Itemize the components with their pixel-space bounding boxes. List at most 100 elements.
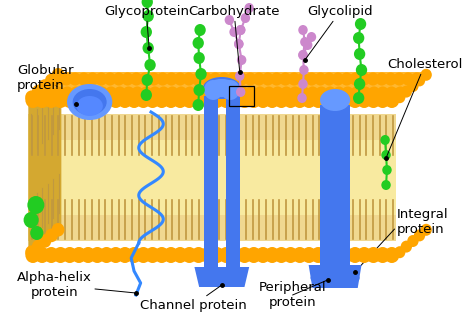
Circle shape [407, 80, 419, 92]
Circle shape [99, 92, 114, 108]
Circle shape [80, 92, 96, 108]
Circle shape [380, 135, 390, 145]
Circle shape [283, 247, 298, 263]
Circle shape [274, 247, 289, 263]
Circle shape [210, 247, 225, 263]
Circle shape [236, 25, 245, 35]
Circle shape [193, 37, 204, 49]
Circle shape [307, 86, 319, 100]
Polygon shape [204, 96, 218, 267]
Circle shape [375, 247, 390, 263]
Bar [229, 86, 254, 106]
Circle shape [393, 73, 405, 86]
Circle shape [61, 86, 73, 100]
Circle shape [246, 247, 262, 263]
Circle shape [200, 247, 215, 263]
Ellipse shape [67, 84, 112, 120]
Circle shape [272, 86, 284, 100]
Circle shape [262, 73, 274, 86]
Circle shape [99, 247, 114, 263]
Circle shape [401, 241, 412, 253]
Polygon shape [194, 267, 249, 287]
Circle shape [298, 50, 308, 60]
Circle shape [79, 86, 91, 100]
Polygon shape [320, 105, 350, 265]
Circle shape [60, 73, 72, 86]
Circle shape [341, 73, 353, 86]
Circle shape [195, 68, 207, 80]
Circle shape [130, 73, 142, 86]
Circle shape [358, 73, 370, 86]
Circle shape [407, 235, 419, 247]
Circle shape [127, 247, 142, 263]
Circle shape [381, 150, 391, 160]
Circle shape [140, 26, 152, 38]
Circle shape [52, 223, 64, 237]
Circle shape [53, 86, 65, 100]
Circle shape [193, 99, 204, 111]
Circle shape [35, 86, 47, 100]
Circle shape [279, 73, 291, 86]
Circle shape [288, 73, 300, 86]
Circle shape [236, 86, 249, 100]
Circle shape [163, 247, 178, 263]
Circle shape [241, 13, 250, 23]
Circle shape [70, 86, 82, 100]
Circle shape [141, 0, 153, 8]
Circle shape [193, 86, 205, 100]
Circle shape [414, 74, 425, 86]
Circle shape [38, 234, 51, 248]
Circle shape [80, 247, 96, 263]
Circle shape [95, 73, 107, 86]
Circle shape [420, 224, 432, 236]
Circle shape [209, 73, 221, 86]
Circle shape [173, 247, 188, 263]
Circle shape [142, 10, 154, 22]
Circle shape [45, 229, 58, 242]
Circle shape [237, 55, 246, 65]
Circle shape [235, 71, 245, 81]
Circle shape [324, 86, 336, 100]
Circle shape [311, 247, 326, 263]
Circle shape [350, 86, 363, 100]
Circle shape [201, 86, 214, 100]
Circle shape [154, 247, 169, 263]
Circle shape [402, 73, 414, 86]
Polygon shape [28, 72, 61, 255]
Circle shape [353, 32, 364, 44]
Circle shape [140, 89, 152, 101]
Circle shape [182, 92, 197, 108]
Circle shape [274, 92, 289, 108]
Circle shape [244, 73, 256, 86]
Circle shape [264, 247, 280, 263]
Circle shape [264, 92, 280, 108]
Circle shape [320, 92, 335, 108]
Circle shape [301, 92, 316, 108]
Circle shape [87, 73, 99, 86]
Circle shape [375, 92, 390, 108]
Circle shape [122, 73, 134, 86]
Circle shape [90, 92, 105, 108]
Ellipse shape [311, 268, 359, 288]
Circle shape [71, 247, 87, 263]
Circle shape [356, 64, 367, 76]
Circle shape [384, 247, 399, 263]
Circle shape [104, 73, 116, 86]
Circle shape [246, 92, 262, 108]
Circle shape [32, 85, 44, 99]
Circle shape [292, 92, 307, 108]
Circle shape [329, 247, 344, 263]
Circle shape [303, 40, 313, 50]
Circle shape [200, 92, 215, 108]
Circle shape [420, 69, 432, 81]
Circle shape [117, 247, 132, 263]
Circle shape [173, 92, 188, 108]
Circle shape [26, 92, 41, 108]
Circle shape [69, 73, 81, 86]
Ellipse shape [73, 89, 106, 115]
Circle shape [357, 247, 372, 263]
Circle shape [32, 240, 44, 253]
Circle shape [394, 91, 405, 103]
Circle shape [45, 74, 58, 87]
Circle shape [255, 247, 271, 263]
